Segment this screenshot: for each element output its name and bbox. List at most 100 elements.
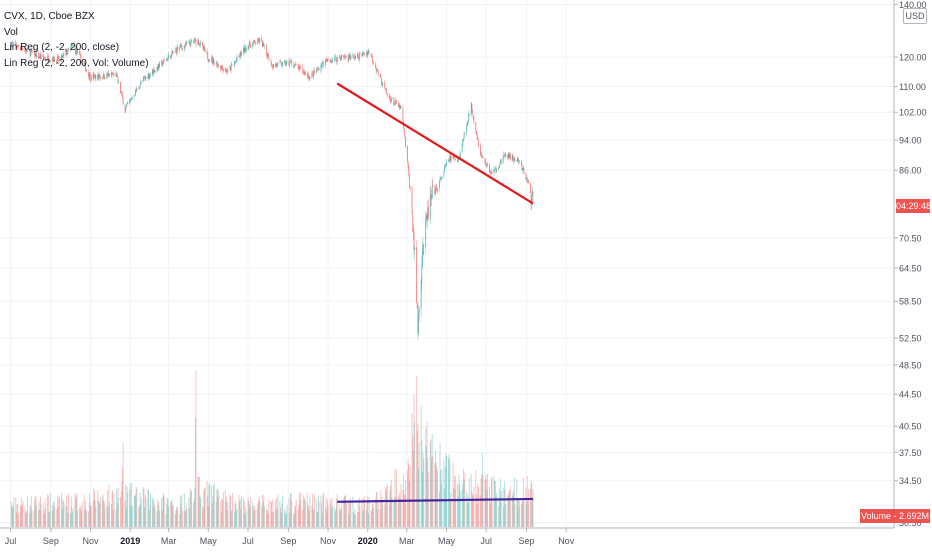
candle-body [403,122,405,129]
volume-bar [530,480,532,527]
volume-bar [272,499,274,527]
volume-bar [491,476,493,527]
volume-bar [231,492,233,527]
candle-body [484,157,486,163]
volume-bar [38,509,40,527]
candle-body [413,231,415,250]
volume-bar [462,483,464,527]
currency-badge[interactable]: USD [903,8,927,24]
volume-bar [482,474,484,527]
volume-bar [15,497,17,527]
candle-body [472,113,474,119]
candle-body [431,195,433,200]
candle-body [239,52,241,58]
volume-bar [235,510,237,527]
volume-bar [494,481,496,527]
candle-body [332,60,334,62]
candle-body [313,70,315,77]
candle-body [366,52,367,55]
candle-body [118,81,120,83]
candle-body [274,63,276,66]
legend-linreg-close[interactable]: Lin Reg (2, -2, 200, close) [4,42,120,53]
volume-bar [285,513,287,527]
volume-bar [341,499,343,527]
candle-body [371,55,373,62]
volume-bar [56,508,58,527]
volume-bar [67,513,69,527]
candle-body [300,67,302,68]
candle-body [53,56,54,62]
candle-body [526,177,528,182]
volume-bar [280,508,282,527]
volume-bar [84,508,86,527]
price-tick-label: 52.50 [899,334,922,344]
volume-bar [185,503,187,527]
candle-body [440,177,442,179]
legend-volume[interactable]: Vol [4,26,18,38]
volume-bar [240,508,242,527]
candle-body [450,155,451,162]
candle-body [127,102,129,104]
volume-bar [21,497,23,527]
time-tick-label: Nov [558,536,575,546]
candle-body [122,93,123,98]
volume-bar [325,507,326,527]
volume-bar [480,478,482,527]
volume-bar [414,422,416,527]
volume-bar [21,504,23,527]
candle-body [198,44,200,46]
volume-bar [530,488,531,527]
legend-linreg-volume[interactable]: Lin Reg (2, -2, 200, Vol: Volume) [4,57,149,69]
volume-bar [430,439,432,527]
time-axis-background [0,528,932,550]
candle-body [512,155,514,160]
volume-bar [230,511,232,527]
candle-body [17,44,19,47]
volume-bar [353,514,355,527]
time-tick-label: Mar [399,536,415,546]
volume-bar [416,431,418,527]
candle-body [44,57,46,60]
candle-body [425,217,427,248]
candle-body [418,309,420,313]
volume-bar [275,508,277,527]
candle-body [471,103,473,112]
volume-bar [121,481,123,527]
volume-bar [336,498,338,527]
volume-bar [373,508,375,527]
volume-bar [104,508,106,527]
volume-bar [286,504,288,527]
volume-bar [321,513,323,527]
candle-body [377,69,379,71]
candle-body [125,107,127,111]
candle-body [29,50,31,56]
candle-body [107,73,109,76]
candle-body [180,45,182,47]
volume-bar [80,505,82,527]
volume-bar [71,512,73,527]
volume-bar [294,504,296,527]
volume-bar [127,492,129,527]
candle-body [45,58,47,60]
candle-body [289,61,291,63]
volume-bar [239,499,241,527]
candle-body [303,71,305,73]
volume-bar [227,501,229,527]
volume-bar [498,506,500,527]
candle-body [225,69,227,71]
candle-body [234,61,236,63]
volume-bar [198,476,200,527]
candle-body [496,170,498,172]
candle-body [439,178,441,181]
candle-body [116,74,118,77]
candle-body [440,177,442,179]
volume-bar [116,489,118,527]
volume-bar [60,492,62,527]
volume-bar [239,501,241,527]
candle-body [66,53,68,55]
price-axis-background [894,0,932,550]
volume-bar [94,500,96,527]
volume-bar [83,495,85,527]
legend-symbol[interactable]: CVX, 1D, Cboe BZX [4,11,95,22]
